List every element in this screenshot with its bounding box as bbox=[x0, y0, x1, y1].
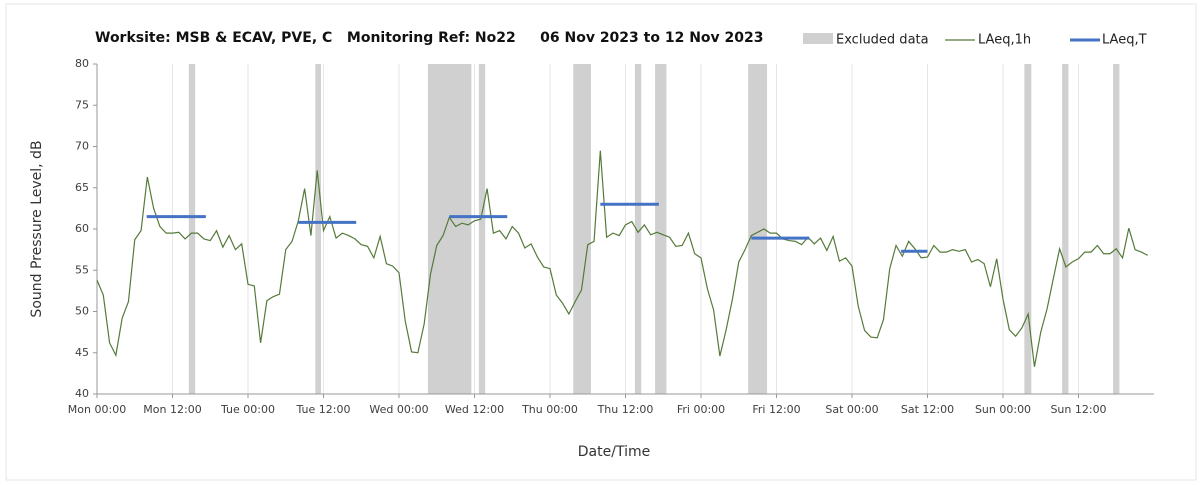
excluded-band bbox=[1024, 64, 1032, 394]
excluded-band bbox=[1062, 64, 1069, 394]
y-tick-label: 55 bbox=[75, 263, 89, 276]
legend-segments: LAeq,T bbox=[1102, 33, 1147, 48]
x-tick-label: Sun 12:00 bbox=[1050, 403, 1106, 416]
legend-series: LAeq,1h bbox=[978, 33, 1031, 48]
excluded-band bbox=[1113, 64, 1120, 394]
y-tick-label: 70 bbox=[75, 140, 89, 153]
x-tick-label: Sat 12:00 bbox=[901, 403, 954, 416]
y-tick-label: 50 bbox=[75, 305, 89, 318]
legend-excluded: Excluded data bbox=[836, 33, 929, 48]
x-tick-label: Thu 12:00 bbox=[597, 403, 654, 416]
x-tick-label: Sun 00:00 bbox=[975, 403, 1031, 416]
excluded-band bbox=[188, 64, 196, 394]
x-tick-label: Thu 00:00 bbox=[521, 403, 578, 416]
y-tick-label: 75 bbox=[75, 98, 89, 111]
frame bbox=[5, 3, 1197, 481]
x-tick-label: Wed 00:00 bbox=[369, 403, 428, 416]
x-axis-label: Date/Time bbox=[578, 444, 650, 460]
excluded-band bbox=[478, 64, 486, 394]
excluded-band bbox=[427, 64, 472, 394]
y-axis-label: Sound Pressure Level, dB bbox=[29, 140, 45, 317]
y-tick-label: 60 bbox=[75, 222, 89, 235]
y-tick-label: 40 bbox=[75, 387, 89, 400]
excluded-band bbox=[315, 64, 321, 394]
legend-swatch-excluded bbox=[803, 33, 833, 44]
series-line bbox=[96, 150, 1148, 367]
y-tick-label: 45 bbox=[75, 346, 89, 359]
x-tick-label: Tue 00:00 bbox=[220, 403, 275, 416]
x-tick-label: Fri 12:00 bbox=[752, 403, 800, 416]
excluded-band bbox=[573, 64, 591, 394]
x-tick-label: Mon 12:00 bbox=[143, 403, 201, 416]
x-tick-label: Wed 12:00 bbox=[445, 403, 504, 416]
chart-title: Worksite: MSB & ECAV, PVE, C Monitoring … bbox=[95, 30, 764, 46]
x-tick-label: Mon 00:00 bbox=[68, 403, 126, 416]
x-tick-label: Sat 00:00 bbox=[825, 403, 878, 416]
x-tick-label: Fri 00:00 bbox=[677, 403, 725, 416]
excluded-band bbox=[748, 64, 768, 394]
y-tick-label: 80 bbox=[75, 57, 89, 70]
x-tick-label: Tue 12:00 bbox=[296, 403, 351, 416]
excluded-band bbox=[655, 64, 667, 394]
excluded-band bbox=[634, 64, 642, 394]
y-tick-label: 65 bbox=[75, 181, 89, 194]
